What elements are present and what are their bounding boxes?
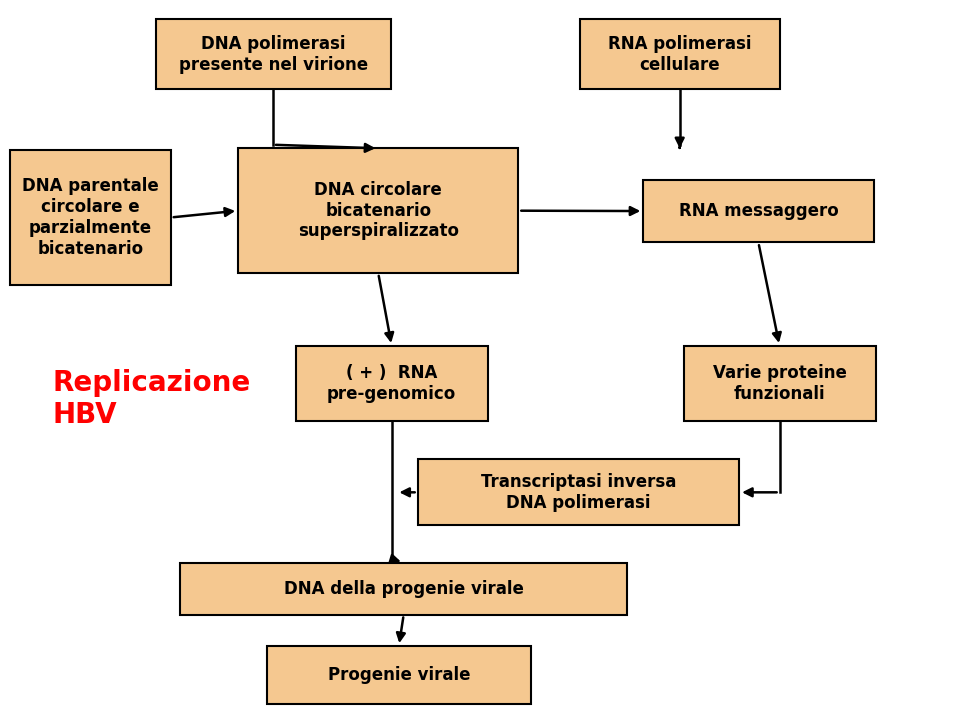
Text: ( + )  RNA
pre-genomico: ( + ) RNA pre-genomico (327, 364, 456, 403)
FancyBboxPatch shape (580, 19, 780, 89)
FancyBboxPatch shape (156, 19, 391, 89)
Text: DNA parentale
circolare e
parzialmente
bicatenario: DNA parentale circolare e parzialmente b… (22, 178, 158, 257)
Text: RNA messaggero: RNA messaggero (679, 202, 838, 220)
FancyBboxPatch shape (10, 150, 171, 285)
FancyBboxPatch shape (418, 459, 739, 525)
FancyBboxPatch shape (643, 180, 874, 242)
FancyBboxPatch shape (684, 346, 876, 421)
FancyBboxPatch shape (238, 148, 518, 273)
Text: Varie proteine
funzionali: Varie proteine funzionali (712, 364, 847, 403)
Text: RNA polimerasi
cellulare: RNA polimerasi cellulare (608, 35, 752, 73)
Text: DNA polimerasi
presente nel virione: DNA polimerasi presente nel virione (179, 35, 368, 73)
Text: Progenie virale: Progenie virale (327, 666, 470, 684)
FancyBboxPatch shape (296, 346, 488, 421)
Text: Replicazione
HBV: Replicazione HBV (53, 369, 252, 429)
FancyBboxPatch shape (267, 646, 531, 704)
Text: DNA circolare
bicatenario
superspiralizzato: DNA circolare bicatenario superspiralizz… (298, 181, 459, 240)
Text: DNA della progenie virale: DNA della progenie virale (284, 580, 523, 597)
Text: Transcriptasi inversa
DNA polimerasi: Transcriptasi inversa DNA polimerasi (481, 473, 676, 512)
FancyBboxPatch shape (180, 563, 627, 615)
